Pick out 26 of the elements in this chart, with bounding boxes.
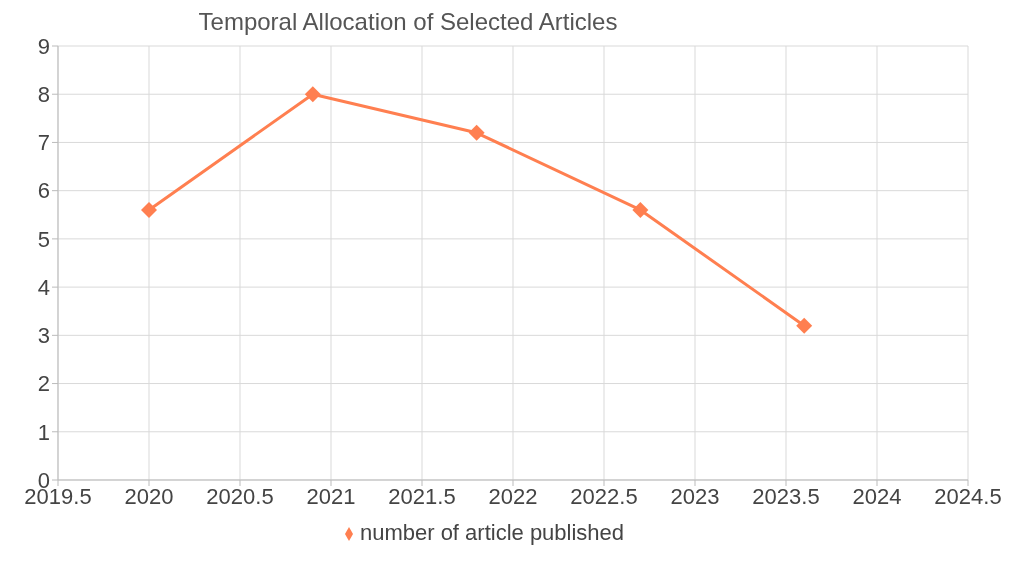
y-tick-label: 9 [37,33,50,59]
x-tick-label: 2024 [852,483,902,509]
y-tick-label: 3 [37,323,50,349]
x-tick-label: 2020.5 [206,483,274,509]
y-tick-label: 1 [37,419,50,445]
y-tick-label: 6 [37,178,50,204]
point [468,124,485,141]
chart-title: Temporal Allocation of Selected Articles [198,8,618,35]
point [304,86,321,103]
y-tick-label: 2 [37,371,50,397]
x-tick-label: 2021 [306,483,356,509]
point [632,201,649,218]
point [141,201,157,218]
y-tick-label: 7 [37,130,50,156]
y-tick-label: 4 [37,274,50,300]
x-tick-label: 2023.5 [752,483,820,509]
point [796,317,813,334]
x-tick-label: 2020 [124,483,174,509]
y-tick-label: 8 [37,82,50,108]
x-tick-label: 2022 [488,483,538,509]
x-tick-label: 2023 [670,483,720,509]
x-tick-label: 2021.5 [388,483,456,509]
x-tick-label: 2022.5 [570,483,638,509]
y-tick-label: 5 [37,226,50,252]
legend-label: number of article published [359,520,625,545]
x-tick-label: 2024.5 [934,483,1002,509]
